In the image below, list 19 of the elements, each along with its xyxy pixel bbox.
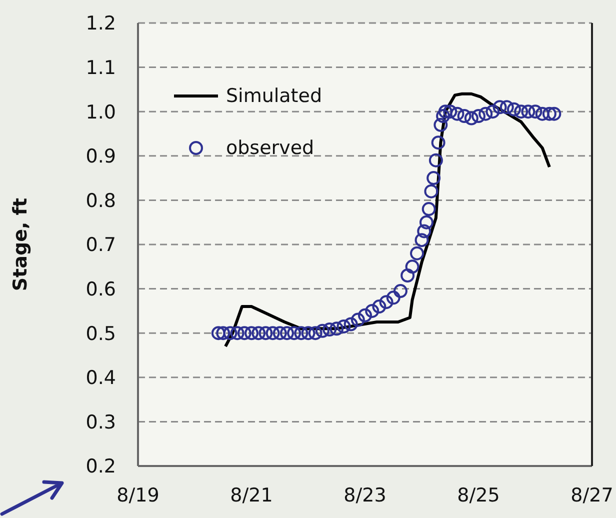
y-tick-label: 0.9 xyxy=(86,146,116,168)
x-tick-label: 8/21 xyxy=(230,484,273,506)
y-tick-label: 0.3 xyxy=(86,411,116,434)
y-tick-label: 1.1 xyxy=(86,57,116,80)
x-tick-label: 8/23 xyxy=(344,484,386,506)
y-tick-label: 0.8 xyxy=(86,190,116,212)
y-tick-label: 0.5 xyxy=(86,322,116,345)
x-tick-label: 8/27 xyxy=(570,484,614,506)
legend-label: Simulated xyxy=(226,85,322,107)
y-tick-label: 0.2 xyxy=(86,456,116,478)
legend-label: observed xyxy=(226,137,314,159)
y-tick-label: 0.7 xyxy=(86,234,116,256)
y-tick-label: 1.2 xyxy=(86,12,116,35)
y-tick-label: 0.4 xyxy=(86,367,116,390)
y-axis-title: Stage, ft xyxy=(10,198,32,292)
x-tick-label: 8/25 xyxy=(457,484,500,506)
x-tick-label: 8/19 xyxy=(116,484,160,506)
y-tick-label: 1.0 xyxy=(86,101,116,124)
y-tick-label: 0.6 xyxy=(86,278,116,301)
